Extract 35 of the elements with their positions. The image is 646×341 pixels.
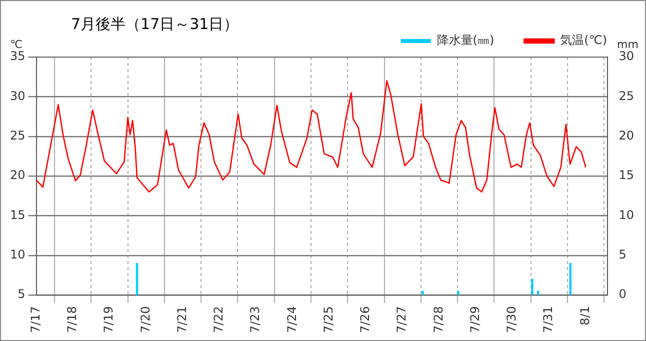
y-tick-label: 5 [18,287,26,302]
y-tick-label: 25 [10,128,26,142]
y-axis-title: ℃ [10,38,22,51]
y2-tick-label: 0 [618,287,626,302]
x-tick-label: 7/17 [28,306,42,334]
x-tick-label: 7/23 [248,306,262,334]
legend-label: 降水量(㎜) [436,33,494,48]
y-tick-label: 10 [10,248,26,262]
x-tick-label: 7/27 [394,306,409,334]
x-tick-label: 7/29 [468,306,482,334]
x-tick-label: 7/28 [431,306,446,334]
y2-tick-label: 10 [618,208,634,222]
y2-tick-label: 30 [618,49,634,64]
y-tick-label: 35 [10,49,26,64]
x-tick-label: 7/18 [65,306,80,334]
y-tick-label: 15 [10,208,26,222]
y2-tick-label: 5 [618,248,626,262]
y-tick-label: 20 [10,168,26,182]
y-tick-label: 30 [10,88,26,103]
x-tick-label: 7/20 [138,306,152,334]
y2-tick-label: 20 [618,128,634,142]
y2-tick-label: 25 [618,88,634,103]
x-tick-label: 7/21 [174,306,189,334]
legend-label: 気温(℃) [560,33,608,48]
y2-tick-label: 15 [618,168,634,182]
x-tick-label: 7/19 [102,306,116,334]
x-tick-label: 7/26 [358,306,372,334]
x-tick-label: 7/30 [504,306,519,334]
x-tick-label: 7/24 [284,306,299,334]
x-tick-label: 7/25 [321,306,336,334]
x-tick-label: 7/31 [541,306,556,334]
y2-axis-title: mm [617,38,638,51]
x-tick-label: 8/1 [578,306,592,326]
x-tick-label: 7/22 [212,306,226,334]
chart-title: 7月後半（17日～31日） [71,15,239,34]
